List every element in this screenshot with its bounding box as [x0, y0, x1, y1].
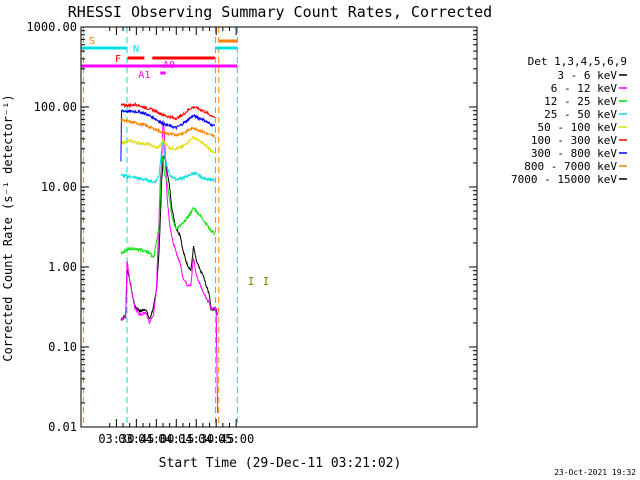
x-tick-label: 03:30 — [98, 432, 134, 446]
flag-label: A1 — [138, 70, 150, 81]
y-axis-label: Corrected Count Rate (s⁻¹ detector⁻¹) — [1, 94, 15, 361]
y-tick-label: 10.00 — [41, 180, 77, 194]
flag-label: S — [89, 36, 95, 47]
legend-entry-label: 3 - 6 keV — [557, 69, 617, 82]
legend-entry-label: 7000 - 15000 keV — [511, 173, 617, 186]
plot-frame — [80, 26, 478, 428]
x-tick-label: 04:15 — [158, 432, 194, 446]
y-tick-label: 1.00 — [48, 260, 77, 274]
legend-entry-label: 25 - 50 keV — [544, 108, 617, 121]
series-line — [120, 154, 218, 322]
x-tick-label: 04:45 — [198, 432, 234, 446]
x-tick-label: 05:00 — [218, 432, 254, 446]
flag-bars: S N F A0 A1 — [81, 36, 238, 81]
y-tick-label: 100.00 — [34, 100, 77, 114]
series-line — [120, 139, 216, 184]
flag-label: F — [115, 54, 121, 65]
legend-entry-label: 50 - 100 keV — [538, 121, 618, 134]
series-line — [120, 101, 216, 121]
x-tick-label: 03:45 — [118, 432, 154, 446]
flag-label: N — [133, 44, 139, 55]
legend-entry-label: 300 - 800 keV — [531, 147, 617, 160]
annotation-mark: I — [263, 275, 270, 288]
x-tick-label: 04:00 — [138, 432, 174, 446]
y-tick-label: 0.10 — [48, 340, 77, 354]
legend-entry-label: 100 - 300 keV — [531, 134, 617, 147]
series-line — [120, 120, 218, 413]
series-line — [120, 118, 216, 139]
y-tick-label: 1000.00 — [26, 20, 77, 34]
x-axis-label: Start Time (29-Dec-11 03:21:02) — [159, 456, 402, 471]
annotation-mark: I — [248, 275, 255, 288]
flag-label: A0 — [163, 60, 175, 71]
legend-entry-label: 6 - 12 keV — [551, 82, 618, 95]
legend-entry-label: 12 - 25 keV — [544, 95, 617, 108]
footer-date: 23-Oct-2021 19:32 — [554, 468, 636, 477]
series-line — [120, 155, 216, 259]
series-line — [120, 108, 216, 162]
data-series — [120, 101, 218, 413]
series-line — [120, 135, 216, 155]
axes: 1000.00 100.00 10.00 1.00 0.10 0.01 03:3003:45… — [26, 20, 478, 446]
legend-entry-label: 800 - 7000 keV — [524, 160, 617, 173]
x-tick-label: 04:30 — [178, 432, 214, 446]
y-tick-label: 0.01 — [48, 420, 77, 434]
chart-title: RHESSI Observing Summary Count Rates, Co… — [68, 3, 492, 21]
legend-header: Det 1,3,4,5,6,9 — [528, 55, 627, 68]
